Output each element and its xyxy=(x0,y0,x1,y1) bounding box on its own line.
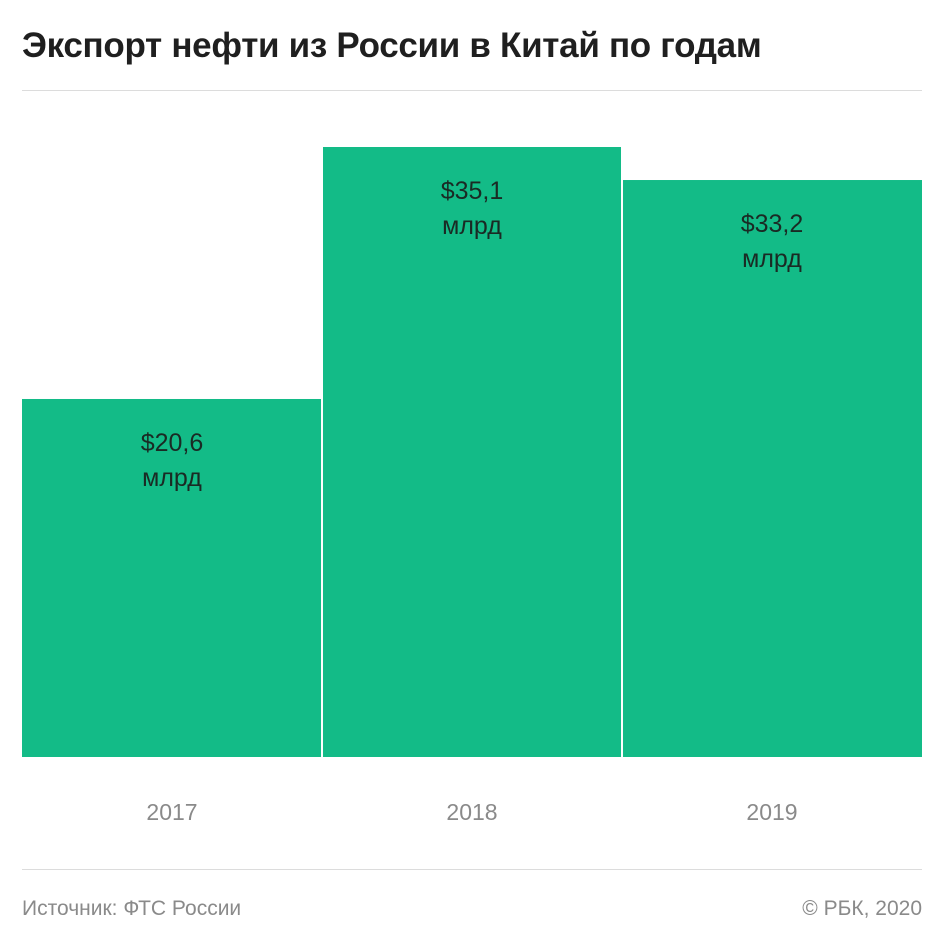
x-tick-label: 2018 xyxy=(446,799,497,825)
bar-2019 xyxy=(623,180,922,757)
x-tick-label: 2019 xyxy=(746,799,797,825)
source-note: Источник: ФТС России xyxy=(22,897,242,920)
copyright-note: © РБК, 2020 xyxy=(802,897,922,920)
bar-value-label: $20,6 xyxy=(141,429,204,457)
bar-2017 xyxy=(22,398,321,757)
bar-value-label: $33,2 xyxy=(741,210,804,238)
bar-unit-label: млрд xyxy=(442,212,502,240)
bar-unit-label: млрд xyxy=(142,464,202,492)
bar-value-label: $35,1 xyxy=(441,177,504,205)
bottom-divider xyxy=(22,869,922,870)
bar-2018 xyxy=(323,147,621,757)
x-tick-label: 2017 xyxy=(146,799,197,825)
top-divider xyxy=(22,90,922,91)
chart-title: Экспорт нефти из России в Китай по годам xyxy=(22,26,762,65)
bar-unit-label: млрд xyxy=(742,245,802,273)
